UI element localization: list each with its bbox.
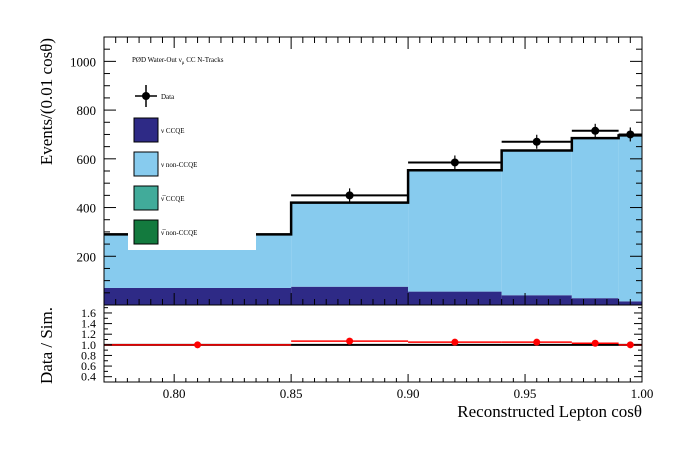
- ratio-point-1: [346, 337, 354, 345]
- legend-title-main: PØD Water-Out ν: [132, 56, 182, 64]
- x-tick-label-4: 1.00: [631, 386, 654, 401]
- legend-swatch-2: [133, 151, 159, 177]
- top-ytick-label-1: 400: [77, 201, 97, 216]
- legend-title-rest: CC N-Tracks: [184, 56, 223, 64]
- bottom-ytick-label-0: 0.4: [81, 370, 96, 384]
- legend-label-3: ν̅ CCQE: [161, 195, 185, 203]
- bottom-y-axis-label: Data / Sim.: [37, 307, 56, 384]
- ratio-point-4: [591, 339, 599, 347]
- x-axis-label: Reconstructed Lepton cosθ: [457, 402, 642, 421]
- stack-bar-s0-b1: [291, 286, 409, 305]
- legend: PØD Water-Out νμ CC N-Tracks Data ν CCQE ν…: [128, 48, 256, 250]
- ratio-point-0: [194, 341, 202, 349]
- bottom-y-ticks: 0.40.60.81.01.21.41.6: [81, 306, 642, 384]
- stack-bar-s1-b2: [408, 170, 502, 292]
- ratio-point-2: [451, 338, 459, 346]
- bottom-ytick-label-1: 0.6: [81, 359, 96, 373]
- top-y-ticks: 200 400 600 800 1000: [70, 36, 642, 306]
- data-point-1: [345, 191, 354, 200]
- legend-marker-dot: [142, 92, 150, 100]
- x-tick-label-0: 0.80: [163, 386, 186, 401]
- bottom-frame: [103, 304, 643, 383]
- legend-label-2: ν non-CCQE: [161, 161, 197, 169]
- bottom-ytick-label-3: 1.0: [81, 338, 96, 352]
- top-ytick-label-4: 1000: [70, 54, 96, 69]
- x-tick-label-3: 0.95: [514, 386, 537, 401]
- top-ytick-label-0: 200: [77, 249, 97, 264]
- legend-items: Data ν CCQE ν non-CCQE ν̅ CCQE ν̅ non-CCQE: [133, 85, 197, 245]
- data-point-5: [626, 130, 635, 139]
- legend-swatch-3: [133, 185, 159, 211]
- top-x-ticks: [103, 37, 643, 305]
- stack-bar-s1-b5: [618, 135, 642, 302]
- legend-title: PØD Water-Out νμ CC N-Tracks: [132, 56, 224, 66]
- top-ytick-label-3: 800: [77, 103, 97, 118]
- legend-label-0: Data: [161, 93, 175, 101]
- data-point-2: [450, 158, 459, 167]
- data-point-3: [532, 137, 541, 146]
- ratio-layer: [104, 337, 642, 349]
- top-y-axis-label: Events/(0.01 cosθ): [37, 38, 56, 165]
- data-point-4: [591, 126, 600, 135]
- stack-bar-s1-b1: [291, 202, 409, 287]
- ratio-point-5: [626, 341, 634, 349]
- bottom-x-ticks: 0.80 0.85 0.90 0.95 1.00: [103, 374, 654, 401]
- bottom-ytick-label-5: 1.4: [81, 317, 96, 331]
- x-tick-label-2: 0.90: [397, 386, 420, 401]
- bottom-ytick-label-6: 1.6: [81, 306, 96, 320]
- legend-swatch-4: [133, 219, 159, 245]
- top-panel: 200 400 600 800 1000 Events/(0.01 cosθ) PØD …: [37, 36, 643, 306]
- stack-bar-s1-b4: [571, 138, 619, 299]
- legend-label-1: ν CCQE: [161, 127, 185, 135]
- legend-background: [128, 48, 256, 250]
- ratio-point-3: [533, 338, 541, 346]
- x-tick-label-1: 0.85: [280, 386, 303, 401]
- bottom-ytick-label-2: 0.8: [81, 348, 96, 362]
- legend-swatch-1: [133, 117, 159, 143]
- stack-bar-s1-b3: [501, 150, 572, 296]
- stack-total-outline: [104, 134, 642, 236]
- bottom-panel: 0.40.60.81.01.21.41.6 0.80 0.85 0.90 0.95 1.…: [37, 304, 654, 421]
- legend-label-4: ν̅ non-CCQE: [161, 229, 197, 237]
- top-ytick-label-2: 600: [77, 152, 97, 167]
- bottom-ytick-label-4: 1.2: [81, 327, 96, 341]
- legend-title-subscript: μ: [182, 61, 185, 66]
